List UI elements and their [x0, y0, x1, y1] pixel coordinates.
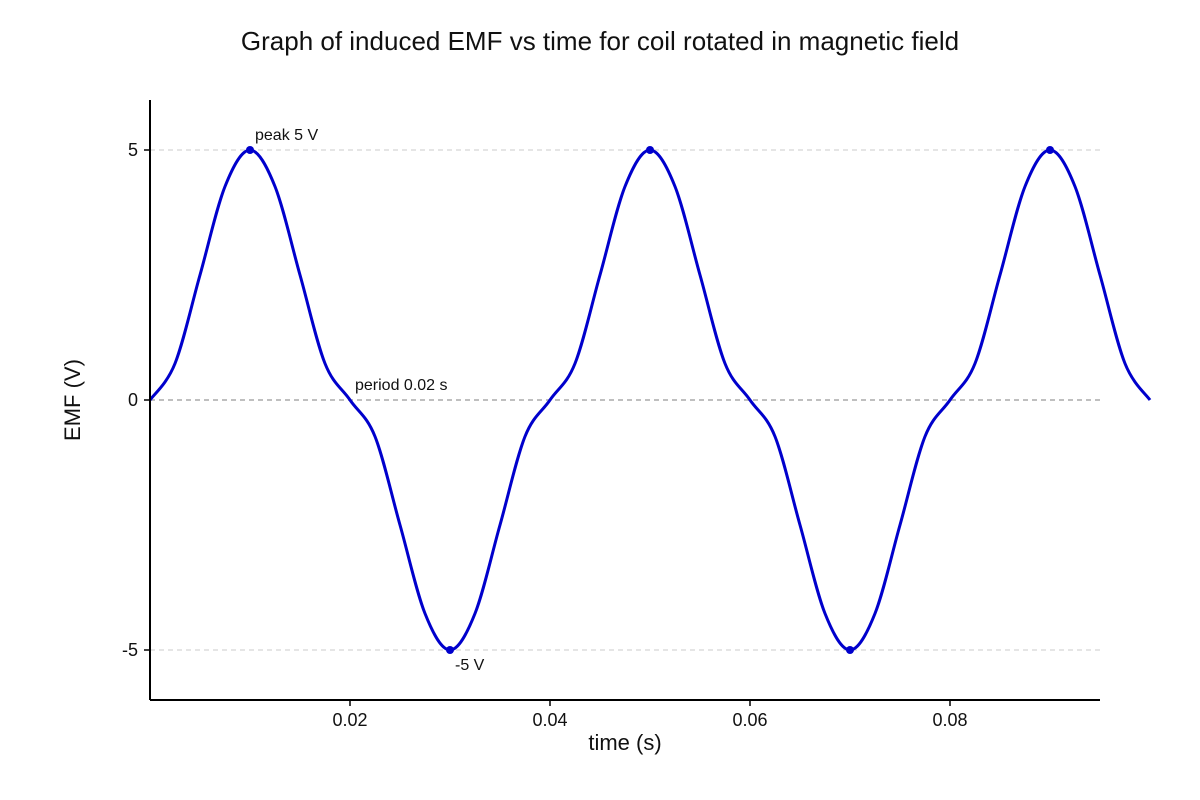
- x-tick-label: 0.08: [932, 710, 967, 730]
- peak-marker: [646, 146, 654, 154]
- peak-marker: [446, 646, 454, 654]
- annotations: peak 5 V period 0.02 s -5 V: [255, 127, 485, 674]
- x-axis-label: time (s): [588, 730, 661, 755]
- peak-marker: [1046, 146, 1054, 154]
- peak-markers: [246, 146, 1054, 654]
- y-ticks: 5 0 -5: [122, 140, 150, 660]
- x-tick-label: 0.04: [532, 710, 567, 730]
- x-ticks: 0.02 0.04 0.06 0.08: [332, 700, 968, 730]
- peak-marker: [246, 146, 254, 154]
- annotation-peak: peak 5 V: [255, 127, 318, 144]
- peak-marker: [846, 646, 854, 654]
- y-tick-label: 0: [128, 390, 138, 410]
- x-tick-label: 0.06: [732, 710, 767, 730]
- y-tick-label: -5: [122, 640, 138, 660]
- x-tick-label: 0.02: [332, 710, 367, 730]
- chart-title: Graph of induced EMF vs time for coil ro…: [241, 26, 959, 56]
- annotation-period: period 0.02 s: [355, 377, 448, 394]
- y-tick-label: 5: [128, 140, 138, 160]
- gridlines: [150, 149, 1100, 651]
- annotation-trough: -5 V: [455, 657, 485, 674]
- y-axis-label: EMF (V): [60, 359, 85, 441]
